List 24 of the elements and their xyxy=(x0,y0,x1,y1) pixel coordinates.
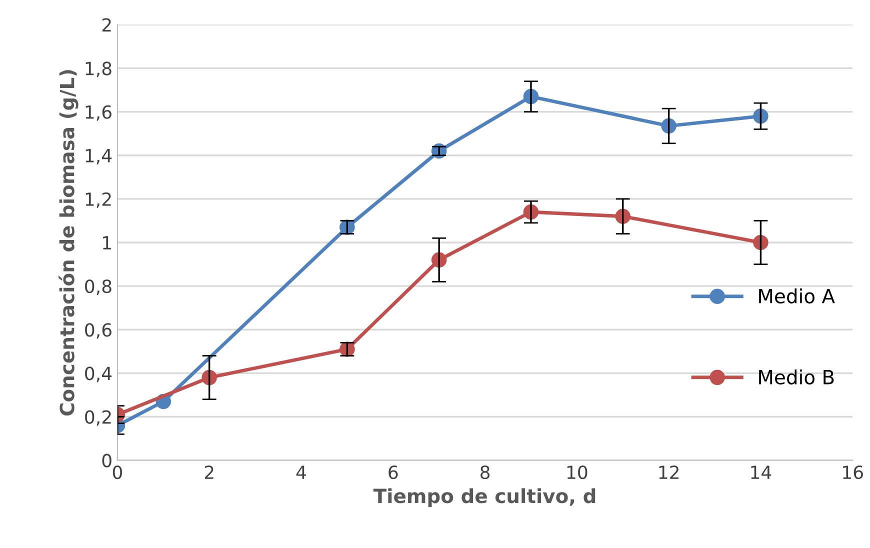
y-tick-label: 1 xyxy=(103,236,111,250)
legend-label: Medio B xyxy=(759,369,834,384)
y-tick-label: 1,8 xyxy=(86,62,112,78)
y-tick-label: 1,6 xyxy=(86,105,112,121)
legend-label: Medio A xyxy=(759,288,835,304)
x-tick-label: 16 xyxy=(843,466,863,480)
x-tick-label: 4 xyxy=(296,466,306,479)
x-tick-label: 14 xyxy=(751,466,772,479)
y-axis-title: Concentración de biomasa (g/L) xyxy=(58,70,78,416)
x-tick-label: 12 xyxy=(659,466,678,479)
y-tick-label: 2 xyxy=(102,18,111,32)
y-tick-label: 0,4 xyxy=(85,366,112,382)
x-tick-label: 0 xyxy=(112,466,122,480)
x-axis-title: Tiempo de cultivo, d xyxy=(373,488,596,508)
y-tick-label: 1,2 xyxy=(86,192,111,208)
y-tick-label: 0,2 xyxy=(85,410,111,426)
y-tick-label: 0 xyxy=(102,454,112,468)
x-tick-label: 10 xyxy=(567,466,588,480)
x-tick-label: 6 xyxy=(388,466,398,480)
x-tick-label: 8 xyxy=(480,466,490,480)
x-tick-label: 2 xyxy=(204,466,214,479)
y-tick-label: 0,8 xyxy=(85,280,112,296)
y-tick-label: 0,6 xyxy=(85,323,112,339)
y-tick-label: 1,4 xyxy=(86,149,112,164)
